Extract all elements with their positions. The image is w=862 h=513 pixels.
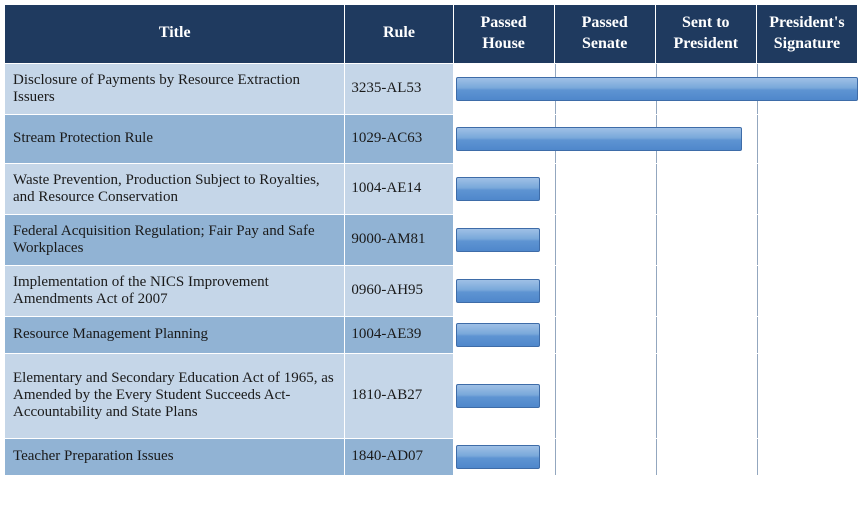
table-row: Teacher Preparation Issues1840-AD07 [5, 438, 858, 475]
stage-divider [757, 354, 758, 438]
title-cell: Teacher Preparation Issues [5, 438, 345, 475]
col-header-stage-0: Passed House [453, 5, 554, 64]
stage-divider [555, 439, 556, 475]
title-cell: Elementary and Secondary Education Act o… [5, 353, 345, 438]
col-header-stage-3: President's Signature [756, 5, 857, 64]
progress-cell [453, 265, 857, 316]
title-cell: Waste Prevention, Production Subject to … [5, 163, 345, 214]
table-row: Federal Acquisition Regulation; Fair Pay… [5, 214, 858, 265]
table-row: Stream Protection Rule1029-AC63 [5, 114, 858, 163]
rule-cell: 1004-AE14 [345, 163, 453, 214]
title-cell: Disclosure of Payments by Resource Extra… [5, 63, 345, 114]
table-body: Disclosure of Payments by Resource Extra… [5, 63, 858, 475]
progress-bar [456, 279, 541, 303]
table-row: Disclosure of Payments by Resource Extra… [5, 63, 858, 114]
stage-divider [757, 164, 758, 214]
col-header-stage-1: Passed Senate [554, 5, 655, 64]
rule-cell: 9000-AM81 [345, 214, 453, 265]
progress-cell [453, 63, 857, 114]
rule-cell: 1004-AE39 [345, 316, 453, 353]
progress-bar [456, 445, 541, 469]
stage-divider [757, 215, 758, 265]
progress-cell [453, 214, 857, 265]
title-cell: Stream Protection Rule [5, 114, 345, 163]
progress-cell [453, 114, 857, 163]
progress-cell [453, 163, 857, 214]
progress-bar [456, 177, 541, 201]
stage-divider [656, 215, 657, 265]
rule-cell: 0960-AH95 [345, 265, 453, 316]
table-row: Resource Management Planning1004-AE39 [5, 316, 858, 353]
rule-cell: 1029-AC63 [345, 114, 453, 163]
progress-bar [456, 127, 743, 151]
stage-divider [757, 439, 758, 475]
table-row: Elementary and Secondary Education Act o… [5, 353, 858, 438]
stage-divider [656, 354, 657, 438]
stage-divider [656, 266, 657, 316]
stage-divider [656, 317, 657, 353]
stage-divider [555, 266, 556, 316]
stage-divider [656, 164, 657, 214]
stage-divider [757, 266, 758, 316]
progress-bar [456, 323, 541, 347]
rules-progress-table: Title Rule Passed House Passed Senate Se… [4, 4, 858, 476]
rule-cell: 3235-AL53 [345, 63, 453, 114]
header-row: Title Rule Passed House Passed Senate Se… [5, 5, 858, 64]
progress-cell [453, 316, 857, 353]
rule-cell: 1840-AD07 [345, 438, 453, 475]
stage-divider [757, 115, 758, 163]
stage-divider [555, 354, 556, 438]
title-cell: Resource Management Planning [5, 316, 345, 353]
progress-bar [456, 228, 541, 252]
col-header-stage-2: Sent to President [655, 5, 756, 64]
progress-cell [453, 353, 857, 438]
stage-divider [656, 439, 657, 475]
progress-bar [456, 77, 858, 101]
title-cell: Federal Acquisition Regulation; Fair Pay… [5, 214, 345, 265]
stage-divider [757, 317, 758, 353]
stage-divider [555, 317, 556, 353]
stage-divider [555, 164, 556, 214]
progress-bar [456, 384, 541, 408]
col-header-title: Title [5, 5, 345, 64]
table-row: Implementation of the NICS Improvement A… [5, 265, 858, 316]
col-header-rule: Rule [345, 5, 453, 64]
progress-cell [453, 438, 857, 475]
table-row: Waste Prevention, Production Subject to … [5, 163, 858, 214]
rule-cell: 1810-AB27 [345, 353, 453, 438]
title-cell: Implementation of the NICS Improvement A… [5, 265, 345, 316]
stage-divider [555, 215, 556, 265]
